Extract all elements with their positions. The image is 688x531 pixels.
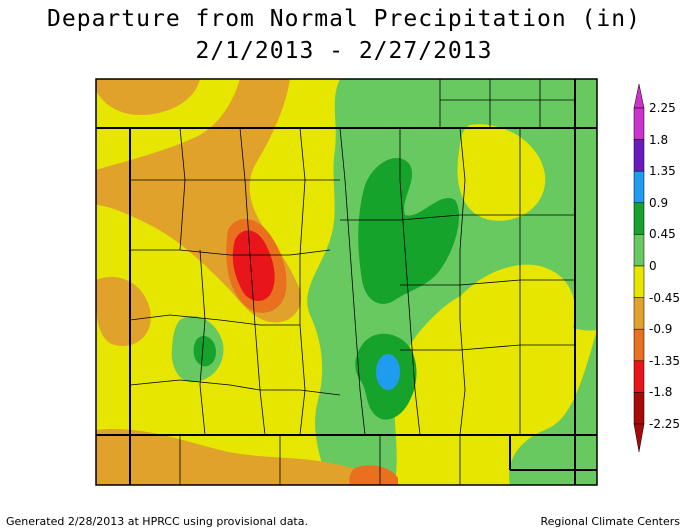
legend-tick-label: 0.45 [649, 227, 676, 242]
region-southwest-dark-green [193, 335, 216, 367]
county-borders [129, 79, 575, 485]
legend-swatch [633, 328, 645, 362]
legend-swatch [633, 265, 645, 298]
legend-swatch [633, 107, 645, 140]
footer-credit: Regional Climate Centers [540, 515, 680, 528]
legend-swatch [633, 297, 645, 330]
legend-arrow-top [633, 83, 645, 109]
legend-tick-label: -1.35 [649, 353, 681, 368]
legend-tick-label: 2.25 [649, 101, 676, 115]
legend-swatch [633, 234, 645, 267]
legend-tick-label: 0 [649, 259, 657, 273]
legend-swatch [633, 139, 645, 172]
legend-tick-label: 1.35 [649, 164, 676, 179]
legend-tick-label: -0.45 [649, 290, 681, 305]
region-northwest-orange [96, 79, 200, 115]
legend-swatch [633, 392, 645, 425]
legend-arrow-bottom [633, 423, 645, 453]
map-title: Departure from Normal Precipitation (in) [47, 6, 641, 32]
map-date-range: 2/1/2013 - 2/27/2013 [195, 38, 493, 64]
region-west-orange-lower [96, 276, 151, 346]
legend-tick-label: -2.25 [649, 417, 681, 431]
legend-colorbar [633, 83, 645, 453]
legend-swatch [633, 170, 645, 204]
map-frame [95, 78, 598, 486]
region-southeast-yellow [424, 264, 575, 407]
legend-tick-label: 1.8 [649, 132, 669, 147]
footer-generated-note: Generated 2/28/2013 at HPRCC using provi… [6, 515, 308, 528]
region-red-min [232, 230, 275, 302]
legend-swatch [633, 202, 645, 235]
region-east-yellow-patch [457, 124, 546, 221]
legend-tick-label: -1.8 [649, 385, 673, 400]
region-blue-max [376, 354, 400, 390]
region-central-green [358, 157, 460, 304]
state-borders [96, 79, 597, 485]
legend-swatch [633, 360, 645, 393]
region-south-orange [96, 429, 400, 485]
legend-tick-label: -0.9 [649, 322, 673, 337]
legend-tick-label: 0.9 [649, 195, 669, 210]
region-south-dark-orange [349, 465, 398, 485]
